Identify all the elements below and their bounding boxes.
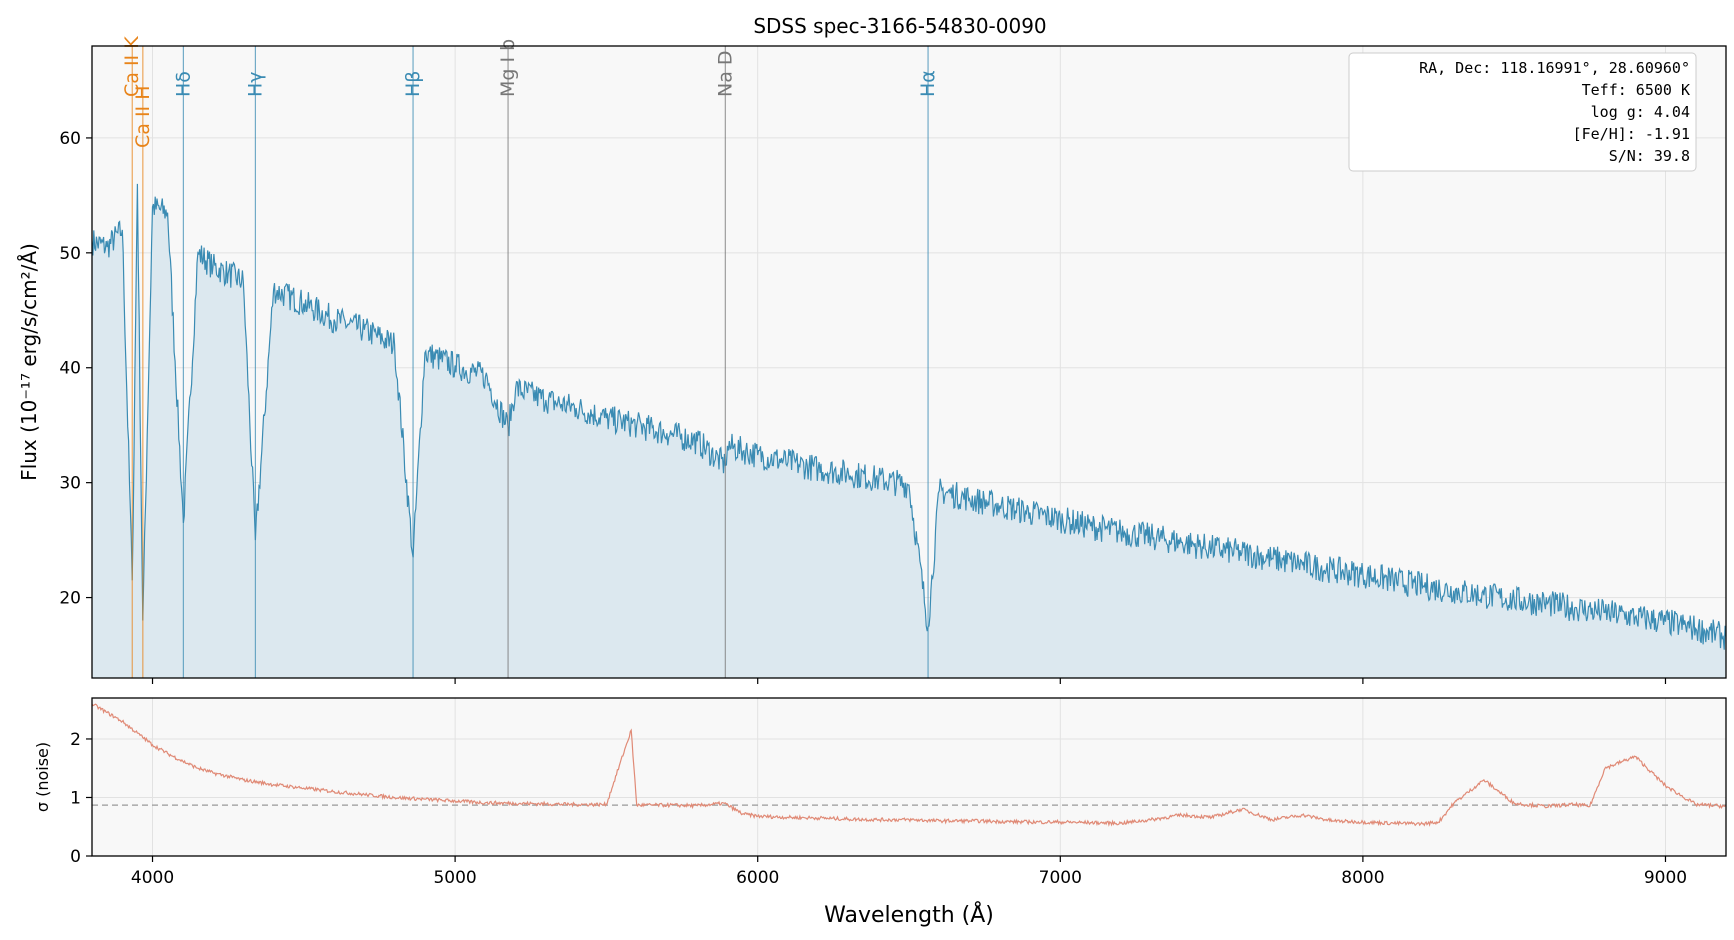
y-tick-label: 2 xyxy=(70,730,81,750)
line-label: Mg I b xyxy=(497,39,519,97)
info-feh: [Fe/H]: -1.91 xyxy=(1573,125,1690,143)
y-tick-label: 20 xyxy=(59,589,81,609)
x-tick-label: 9000 xyxy=(1644,868,1687,888)
x-tick-label: 5000 xyxy=(433,868,476,888)
y-tick-label: 50 xyxy=(59,244,81,264)
line-label: Hβ xyxy=(402,71,424,97)
noise-plot-area xyxy=(92,698,1726,856)
y-tick-label: 30 xyxy=(59,474,81,494)
y-tick-label: 40 xyxy=(59,359,81,379)
flux-series-line xyxy=(92,183,1726,650)
flux-y-ticks: 20 30 40 50 60 xyxy=(59,129,92,609)
noise-panel: 0 1 2 4000 5000 6000 7000 8000 9000 σ (noise) W… xyxy=(33,697,1727,928)
x-tick-label: 8000 xyxy=(1341,868,1384,888)
x-tick-label: 4000 xyxy=(131,868,174,888)
noise-x-ticks: 4000 5000 6000 7000 8000 9000 xyxy=(131,856,1687,888)
flux-x-ticks xyxy=(151,678,1667,684)
line-label: Hδ xyxy=(172,71,194,97)
x-tick-label: 7000 xyxy=(1039,868,1082,888)
info-logg: log g: 4.04 xyxy=(1591,103,1690,121)
y-tick-label: 60 xyxy=(59,129,81,149)
y-tick-label: 0 xyxy=(70,847,81,867)
x-axis-label: Wavelength (Å) xyxy=(824,901,994,928)
flux-y-label: Flux (10⁻¹⁷ erg/s/cm²/Å) xyxy=(17,243,41,481)
info-snr: S/N: 39.8 xyxy=(1609,147,1690,165)
line-label: Ca II K xyxy=(121,36,143,97)
x-tick-label: 6000 xyxy=(736,868,779,888)
line-label: Hα xyxy=(917,70,939,97)
star-info-box: RA, Dec: 118.16991°, 28.60960° Teff: 650… xyxy=(1348,52,1697,172)
info-box-background xyxy=(1348,52,1697,172)
spectral-line-markers xyxy=(131,46,929,678)
line-label: Hγ xyxy=(244,71,266,97)
line-label: Na D xyxy=(714,50,736,97)
info-ra-dec: RA, Dec: 118.16991°, 28.60960° xyxy=(1419,59,1690,77)
noise-series-line xyxy=(92,703,1726,827)
info-teff: Teff: 6500 K xyxy=(1582,81,1690,99)
flux-frame xyxy=(91,45,1727,679)
noise-y-ticks: 0 1 2 xyxy=(70,730,92,867)
y-tick-label: 1 xyxy=(70,788,81,808)
line-label: Ca II H xyxy=(132,86,154,148)
flux-area-fill xyxy=(92,183,1726,678)
flux-panel: Ca II KCa II H Hδ Hγ Hβ Mg I b Na D Hα 20 30 40 5… xyxy=(17,36,1727,684)
spectral-line-labels: Ca II KCa II H Hδ Hγ Hβ Mg I b Na D Hα xyxy=(121,36,939,148)
chart-title: SDSS spec-3166-54830-0090 xyxy=(753,14,1046,38)
noise-y-label: σ (noise) xyxy=(33,742,52,812)
noise-frame xyxy=(91,697,1727,857)
